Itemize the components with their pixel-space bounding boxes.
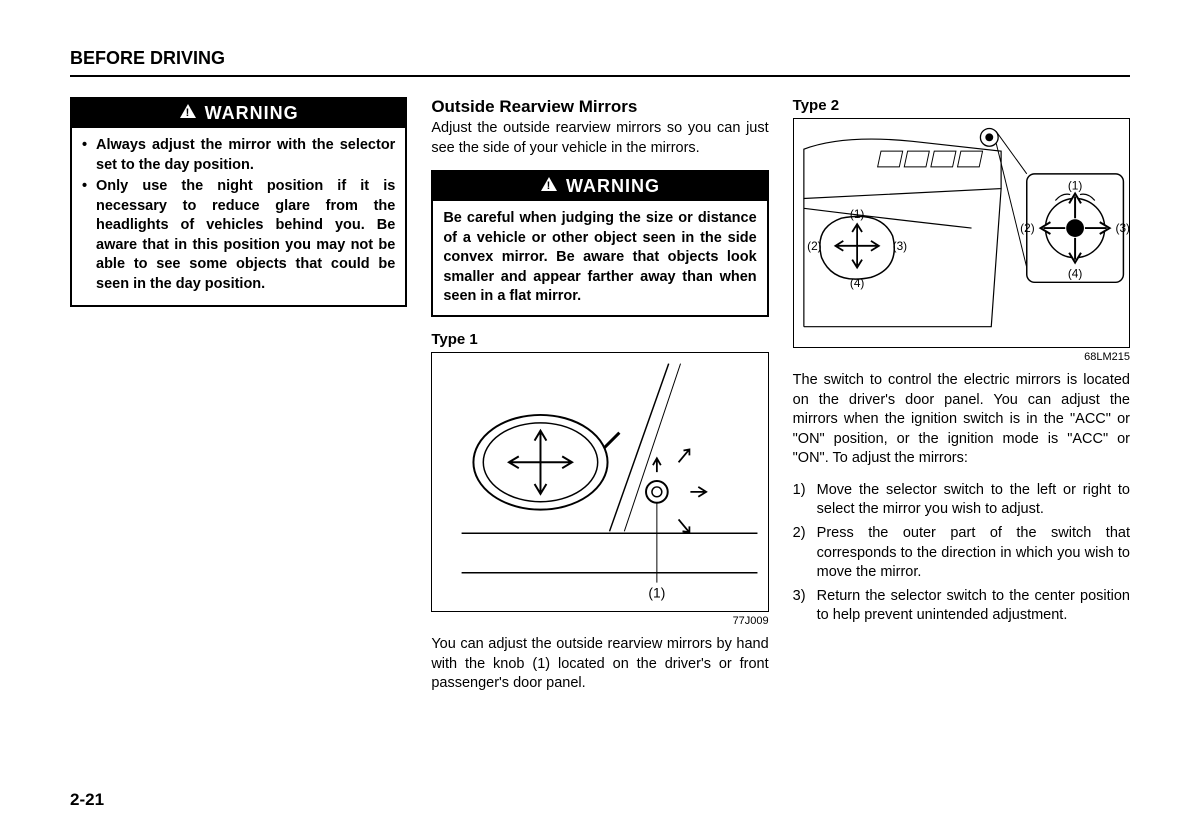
warning-body: Be careful when judging the size or dist… (433, 201, 766, 315)
svg-text:(3): (3) (892, 239, 907, 253)
figure-type2: (1) (2) (3) (4) (793, 118, 1130, 348)
step-item: Return the selector switch to the center… (793, 587, 1130, 626)
svg-text:(4): (4) (850, 276, 865, 290)
fig1-callout-1: (1) (649, 585, 666, 600)
svg-text:(2): (2) (1020, 221, 1035, 235)
outside-mirrors-intro: Adjust the outside rearview mirrors so y… (431, 119, 768, 158)
svg-text:(1): (1) (850, 207, 865, 221)
figure2-code: 68LM215 (793, 351, 1130, 363)
svg-text:(2): (2) (807, 239, 822, 253)
warning-box-mirror-position: ! WARNING Always adjust the mirror with … (70, 97, 407, 307)
warning-header: ! WARNING (433, 172, 766, 201)
column-3: Type 2 (793, 97, 1130, 706)
figure-type1: (1) (431, 352, 768, 612)
warning-body: Always adjust the mirror with the select… (72, 128, 405, 305)
content-columns: ! WARNING Always adjust the mirror with … (70, 97, 1130, 706)
outside-mirrors-heading: Outside Rearview Mirrors (431, 97, 768, 117)
warning-item: Always adjust the mirror with the select… (82, 136, 395, 175)
column-2: Outside Rearview Mirrors Adjust the outs… (431, 97, 768, 706)
page-number: 2-21 (70, 790, 104, 810)
warning-box-convex: ! WARNING Be careful when judging the si… (431, 170, 768, 317)
step-item: Move the selector switch to the left or … (793, 481, 1130, 520)
type2-label: Type 2 (793, 97, 1130, 114)
svg-text:!: ! (547, 180, 552, 192)
adjustment-steps: Move the selector switch to the left or … (793, 481, 1130, 626)
section-header: BEFORE DRIVING (70, 48, 1130, 69)
step-item: Press the outer part of the switch that … (793, 524, 1130, 583)
warning-triangle-icon: ! (179, 103, 197, 124)
svg-text:!: ! (185, 107, 190, 119)
warning-item: Only use the night position if it is nec… (82, 177, 395, 294)
type2-intro: The switch to control the electric mirro… (793, 371, 1130, 469)
warning-triangle-icon: ! (540, 176, 558, 197)
warning-label: WARNING (205, 103, 299, 124)
svg-text:(4): (4) (1068, 266, 1083, 280)
column-1: ! WARNING Always adjust the mirror with … (70, 97, 407, 706)
type1-text: You can adjust the outside rearview mirr… (431, 635, 768, 694)
warning-label: WARNING (566, 176, 660, 197)
header-rule (70, 75, 1130, 77)
svg-text:(3): (3) (1115, 221, 1129, 235)
warning-header: ! WARNING (72, 99, 405, 128)
type1-label: Type 1 (431, 331, 768, 348)
figure1-code: 77J009 (431, 615, 768, 627)
svg-text:(1): (1) (1068, 179, 1083, 193)
